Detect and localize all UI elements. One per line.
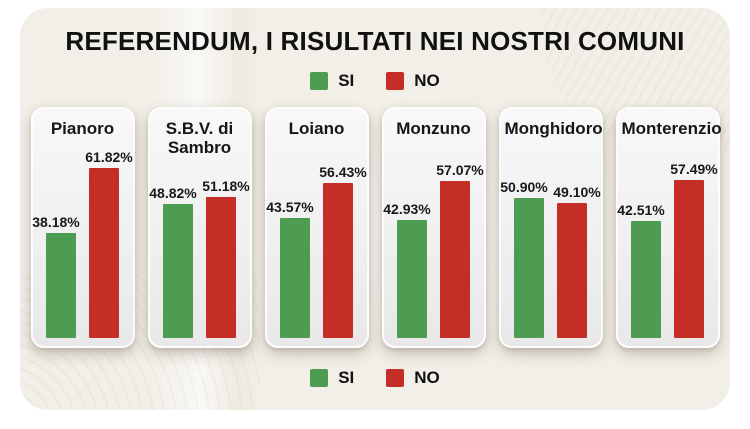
bar-pair: 42.51% 57.49%: [617, 161, 718, 338]
page-title: REFERENDUM, I RISULTATI NEI NOSTRI COMUN…: [65, 26, 685, 56]
si-value-label: 38.18%: [32, 214, 80, 230]
no-bar: 61.82%: [85, 149, 133, 338]
municipality-name: Monghidoro: [504, 119, 603, 138]
municipality-card-sbv-di-sambro: S.B.V. di Sambro 48.82% 51.18%: [147, 107, 252, 348]
si-bar: 50.90%: [500, 179, 548, 338]
municipality-name: Monzuno: [396, 119, 471, 138]
si-bar: 48.82%: [149, 185, 197, 338]
si-bar: 42.51%: [617, 202, 665, 338]
no-bar: 49.10%: [553, 184, 601, 338]
bar-pair: 38.18% 61.82%: [32, 149, 133, 338]
si-value-label: 43.57%: [266, 199, 314, 216]
no-bar: 51.18%: [202, 178, 250, 338]
bar-pair: 50.90% 49.10%: [500, 179, 601, 338]
si-value-label: 50.90%: [500, 179, 548, 195]
municipality-name: Pianoro: [50, 119, 115, 138]
no-value-label: 49.10%: [553, 184, 601, 200]
no-color-swatch: [386, 369, 405, 387]
municipality-card-loiano: Loiano 43.57% 56.43%: [264, 107, 369, 348]
si-bar: 42.93%: [383, 201, 431, 338]
no-legend-label: NO: [414, 368, 440, 387]
no-bar: 56.43%: [319, 164, 367, 338]
si-legend-label: SI: [338, 368, 355, 387]
si-bar: 43.57%: [266, 199, 314, 338]
no-value-label: 61.82%: [85, 149, 133, 165]
si-color-swatch: [310, 369, 329, 387]
no-bar: 57.49%: [670, 161, 718, 338]
municipality-name: Loiano: [288, 119, 345, 138]
no-value-label: 51.18%: [202, 178, 250, 195]
municipality-card-monzuno: Monzuno 42.93% 57.07%: [381, 107, 486, 348]
no-bar: 57.07%: [436, 162, 484, 338]
no-color-swatch: [386, 72, 405, 90]
charts-row: Pianoro 38.18% 61.82% S.B.V. di Sambro 4…: [30, 107, 722, 348]
bar-pair: 43.57% 56.43%: [266, 164, 367, 338]
legend-top: SI NO: [20, 71, 730, 91]
si-value-label: 42.51%: [617, 202, 665, 219]
no-value-label: 57.49%: [670, 160, 718, 177]
bar-pair: 42.93% 57.07%: [383, 162, 484, 338]
no-value-label: 57.07%: [436, 162, 484, 179]
municipality-card-monterenzio: Monterenzio 42.51% 57.49%: [615, 107, 722, 348]
municipality-name: Monterenzio: [621, 119, 722, 138]
no-legend-label: NO: [414, 71, 440, 90]
si-value-label: 42.93%: [383, 200, 431, 217]
si-value-label: 48.82%: [149, 184, 197, 201]
si-legend-label: SI: [338, 71, 355, 90]
municipality-card-monghidoro: Monghidoro 50.90% 49.10%: [498, 107, 603, 348]
municipality-card-pianoro: Pianoro 38.18% 61.82%: [30, 107, 135, 348]
infographic-panel: REFERENDUM, I RISULTATI NEI NOSTRI COMUN…: [20, 8, 730, 410]
legend-bottom: SI NO: [20, 368, 730, 388]
no-value-label: 56.43%: [319, 163, 367, 180]
si-bar: 38.18%: [32, 214, 80, 338]
municipality-name: S.B.V. di Sambro: [165, 119, 234, 158]
bar-pair: 48.82% 51.18%: [149, 178, 250, 338]
si-color-swatch: [310, 72, 329, 90]
